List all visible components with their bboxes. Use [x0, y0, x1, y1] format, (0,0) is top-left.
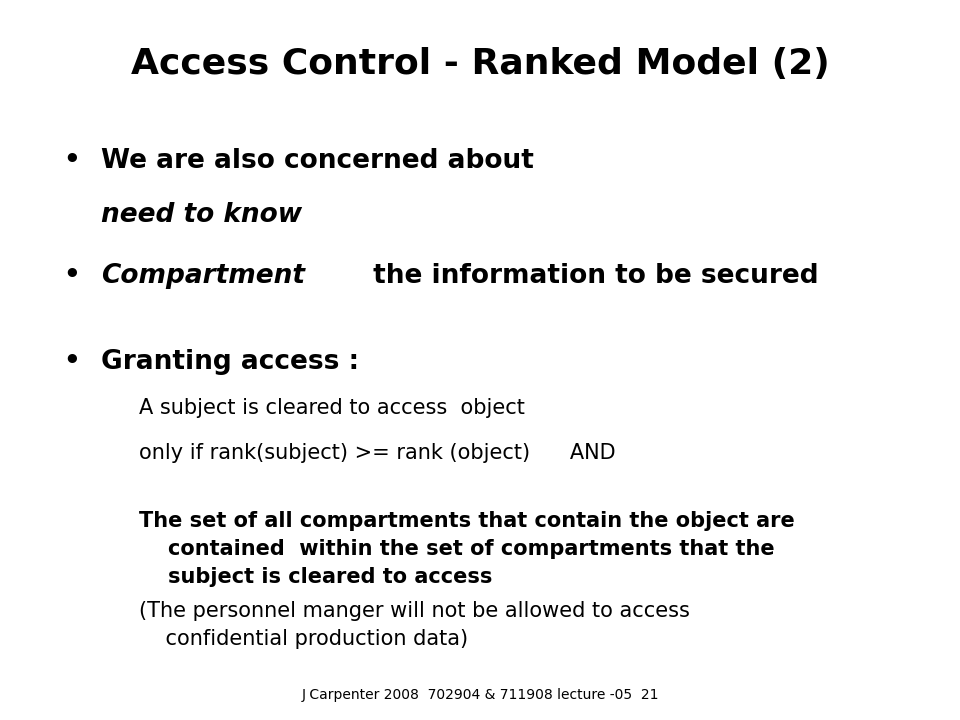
Text: J Carpenter 2008  702904 & 711908 lecture -05  21: J Carpenter 2008 702904 & 711908 lecture… — [301, 688, 659, 702]
Text: •: • — [63, 148, 81, 174]
Text: Access Control - Ranked Model (2): Access Control - Ranked Model (2) — [131, 47, 829, 81]
Text: A subject is cleared to access  object: A subject is cleared to access object — [139, 398, 525, 418]
Text: only if rank(subject) >= rank (object)      AND: only if rank(subject) >= rank (object) A… — [139, 443, 615, 463]
Text: •: • — [63, 263, 81, 289]
Text: Compartment: Compartment — [101, 263, 305, 289]
Text: (The personnel manger will not be allowed to access
    confidential production : (The personnel manger will not be allowe… — [139, 601, 690, 649]
Text: the information to be secured: the information to be secured — [364, 263, 819, 289]
Text: •: • — [63, 349, 81, 375]
Text: The set of all compartments that contain the object are
    contained  within th: The set of all compartments that contain… — [139, 511, 795, 588]
Text: We are also concerned about: We are also concerned about — [101, 148, 542, 174]
Text: need to know: need to know — [101, 202, 302, 228]
Text: Granting access :: Granting access : — [101, 349, 359, 375]
